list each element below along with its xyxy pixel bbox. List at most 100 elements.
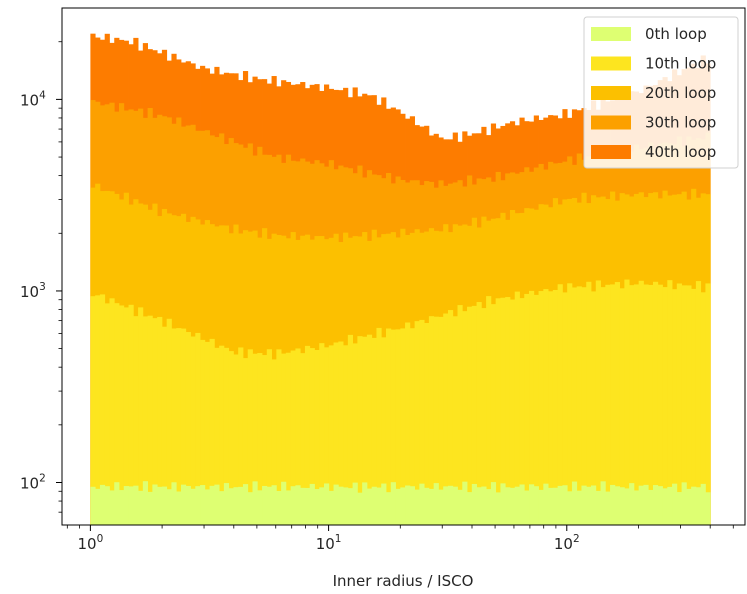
histogram-bar (648, 489, 654, 525)
histogram-bar (633, 490, 640, 525)
histogram-bar (519, 484, 525, 525)
histogram-bar (157, 486, 163, 525)
histogram-bar (433, 316, 439, 525)
histogram-bar (128, 304, 134, 525)
histogram-bar (166, 318, 172, 525)
histogram-bar (109, 298, 115, 525)
histogram-bar (662, 287, 668, 525)
histogram-bar (419, 319, 425, 525)
histogram-bar (505, 487, 511, 525)
histogram-bar (114, 303, 120, 525)
histogram-bar (95, 488, 101, 525)
histogram-bar (171, 482, 177, 525)
histogram-bar (376, 327, 382, 525)
histogram-bar (200, 339, 206, 525)
histogram-bar (424, 487, 430, 525)
histogram-bar (548, 487, 554, 525)
histogram-bar (95, 295, 101, 525)
histogram-bar (242, 358, 249, 525)
histogram-bar (343, 487, 349, 525)
histogram-bar (581, 287, 587, 525)
histogram-bar (495, 492, 501, 525)
histogram-bar (600, 287, 606, 525)
histogram-bar (295, 485, 301, 525)
histogram-bar (90, 296, 96, 525)
histogram-bar (228, 488, 234, 525)
legend-label: 10th loop (645, 55, 716, 73)
histogram-bar (195, 332, 201, 525)
histogram-bar (481, 486, 487, 525)
histogram-bar (343, 345, 349, 525)
histogram-bar (290, 486, 296, 525)
histogram-bar (509, 299, 516, 525)
histogram-bar (99, 294, 106, 525)
histogram-bar (624, 279, 630, 525)
histogram-bar (180, 484, 187, 525)
histogram-bar (180, 328, 187, 525)
histogram-bar (567, 491, 573, 525)
histogram-bar (610, 484, 616, 525)
histogram-bar (591, 485, 597, 525)
histogram-bar (672, 289, 678, 525)
histogram-bar (681, 285, 687, 525)
histogram-bar (586, 486, 592, 525)
histogram-bar (447, 485, 454, 525)
histogram-bar (500, 483, 506, 525)
histogram-bar (405, 322, 411, 525)
histogram-bar (176, 491, 182, 525)
histogram-bar (462, 481, 468, 525)
histogram-bar (295, 348, 301, 525)
histogram-bar (400, 487, 406, 525)
histogram-bar (376, 487, 382, 525)
histogram-bar (676, 492, 682, 525)
histogram-bar (157, 316, 163, 525)
legend-box (583, 16, 739, 169)
histogram-bar (271, 485, 277, 525)
histogram-bar (395, 329, 401, 525)
histogram-bar (409, 486, 415, 525)
histogram-bar (657, 486, 663, 525)
histogram-bar (452, 316, 458, 525)
plot-frame (61, 7, 746, 526)
histogram-bar (219, 491, 225, 525)
histogram-bar (428, 316, 435, 525)
histogram-bar (591, 291, 597, 525)
histogram-bar (195, 486, 201, 525)
histogram-bar (533, 486, 539, 525)
histogram-bar (152, 318, 158, 525)
histogram-bar (123, 486, 129, 525)
x-axis-label: Inner radius / ISCO (333, 572, 474, 590)
histogram-bar (681, 482, 687, 525)
histogram-bar (576, 490, 582, 525)
legend-label: 0th loop (645, 25, 707, 43)
histogram-bar (214, 347, 220, 525)
histogram-bar (133, 316, 139, 525)
histogram-bar (533, 294, 539, 525)
histogram-bar (433, 483, 439, 525)
histogram-bar (90, 486, 96, 525)
histogram-bar (233, 487, 239, 525)
histogram-bar (424, 322, 430, 525)
histogram-bar (457, 305, 463, 525)
histogram-bar (505, 297, 511, 525)
histogram-bar (328, 345, 334, 525)
histogram-bar (438, 489, 444, 525)
histogram-bar (562, 485, 568, 525)
histogram-bar (142, 481, 148, 525)
histogram-bar (324, 483, 330, 525)
histogram-bar (385, 328, 392, 525)
histogram-bar (676, 283, 682, 525)
histogram-bar (357, 492, 363, 525)
histogram-bar (314, 349, 320, 525)
histogram-bar (571, 481, 578, 525)
histogram-bar (538, 291, 544, 525)
histogram-bar (304, 487, 311, 525)
histogram-bar (481, 308, 487, 525)
histogram-bar (390, 329, 396, 525)
histogram-bar (614, 282, 621, 525)
histogram-bar (319, 487, 325, 525)
histogram-bar (252, 353, 258, 525)
histogram-bar (214, 484, 220, 525)
histogram-bar (686, 488, 692, 525)
